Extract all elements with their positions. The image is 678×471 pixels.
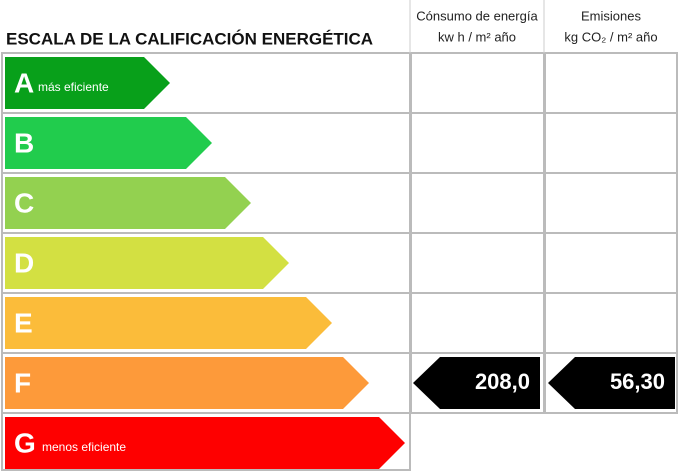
class-letter: F <box>14 367 31 398</box>
cell <box>410 292 545 354</box>
cell <box>1 412 411 471</box>
class-letter: E <box>14 307 33 338</box>
header: Emisiones <box>581 8 641 23</box>
title: ESCALA DE LA CALIFICACIÓN ENERGÉTICA <box>6 29 373 48</box>
cell <box>544 112 678 174</box>
cell <box>544 292 678 354</box>
class-letter: D <box>14 247 34 278</box>
cell <box>410 172 545 234</box>
rating-value: 208,0 <box>475 369 530 394</box>
class-arrow <box>5 177 251 229</box>
class-letter: B <box>14 127 34 158</box>
cell <box>410 112 545 174</box>
class-arrow <box>5 297 332 349</box>
cell <box>410 52 545 114</box>
class-arrow <box>5 357 369 409</box>
class-note: más eficiente <box>38 80 109 94</box>
class-arrow <box>5 57 170 109</box>
rating-value: 56,30 <box>610 369 665 394</box>
class-letter: C <box>14 187 34 218</box>
header-unit: kg CO₂ / m² año <box>564 29 657 44</box>
rating-arrow <box>548 357 675 409</box>
cell <box>544 352 678 414</box>
cell <box>544 232 678 294</box>
cell <box>544 172 678 234</box>
rating-arrow <box>413 357 540 409</box>
class-letter: G <box>14 427 36 458</box>
class-letter: A <box>14 67 34 98</box>
header: Cónsumo de energía <box>416 8 538 23</box>
class-arrow <box>5 237 289 289</box>
class-arrow <box>5 117 212 169</box>
header-unit: kw h / m² año <box>438 29 516 44</box>
class-note: menos eficiente <box>42 440 126 454</box>
cell <box>410 232 545 294</box>
class-arrow <box>5 417 405 469</box>
cell <box>544 52 678 114</box>
